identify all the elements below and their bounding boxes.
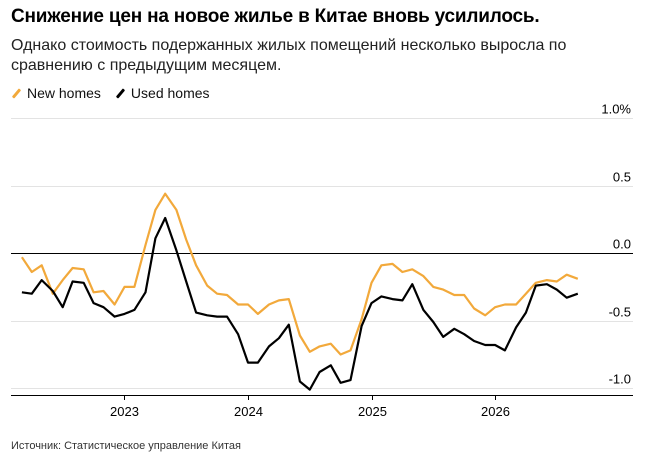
x-tick-label: 2025: [358, 404, 387, 419]
axis-layer: 1.0% 0.5 0.0 -0.5 -1.0 2023 2024 2025 2026: [11, 102, 633, 419]
x-tick-label: 2026: [481, 404, 510, 419]
x-tick-label: 2024: [234, 404, 263, 419]
legend-item-new-homes: New homes: [11, 85, 101, 101]
chart-title: Снижение цен на новое жилье в Китае внов…: [11, 6, 540, 27]
grid-layer: [11, 118, 633, 389]
series-points-new-homes: [21, 193, 578, 355]
series-line-used-homes: [21, 216, 579, 391]
y-tick-label: 0.5: [613, 170, 631, 185]
series-layer: [20, 192, 579, 391]
legend: New homes Used homes: [11, 85, 210, 101]
legend-item-used-homes: Used homes: [115, 85, 210, 101]
y-tick-label: 1.0%: [601, 102, 631, 117]
series-line-new-homes: [20, 192, 579, 356]
y-tick-label: 0.0: [613, 237, 631, 252]
series-points-used-homes: [21, 217, 578, 390]
y-tick-label: -0.5: [609, 305, 631, 320]
y-tick-label: -1.0: [609, 372, 631, 387]
source-note: Источник: Статистическое управление Кита…: [11, 440, 242, 452]
chart-subtitle: Однако стоимость подержанных жилых помещ…: [11, 37, 567, 74]
legend-label-new-homes: New homes: [27, 85, 101, 101]
x-tick-label: 2023: [110, 404, 139, 419]
legend-label-used-homes: Used homes: [130, 85, 210, 101]
